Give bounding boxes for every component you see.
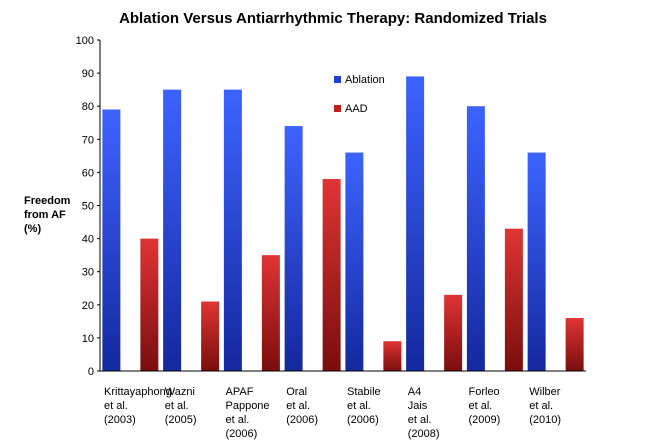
y-tick-label: 0	[88, 366, 94, 378]
bar-ablation	[163, 89, 182, 372]
y-tick-label: 40	[82, 234, 94, 246]
x-category-label: APAF	[226, 386, 254, 398]
y-tick-label: 20	[82, 300, 94, 312]
x-category-label: et al.	[469, 400, 493, 412]
y-tick-label: 10	[82, 333, 94, 345]
bar-aad	[322, 179, 341, 371]
bar-ablation	[284, 126, 303, 371]
y-axis-title: Freedom from AF (%)	[24, 195, 71, 235]
x-category-label: (2003)	[104, 414, 136, 426]
legend-label-ablation: Ablation	[345, 74, 385, 86]
y-tick-label: 60	[82, 167, 94, 179]
y-tick-label: 30	[82, 267, 94, 279]
bar-aad	[444, 294, 463, 371]
legend-label-aad: AAD	[345, 103, 368, 115]
x-category-label: (2005)	[165, 414, 197, 426]
x-category-label: (2006)	[347, 414, 379, 426]
y-axis-title-line: from AF	[24, 209, 66, 221]
x-category-label: et al.	[226, 414, 250, 426]
x-category-label: Wazni	[165, 386, 195, 398]
x-category-label: Pappone	[226, 400, 270, 412]
y-axis-title-line: (%)	[24, 223, 41, 235]
x-category-label: Jais	[408, 400, 428, 412]
legend: Ablation AAD	[320, 68, 398, 124]
y-tick-label: 50	[82, 201, 94, 213]
legend-background	[320, 68, 398, 124]
x-category-label: et al.	[104, 400, 128, 412]
y-tick-label: 100	[76, 35, 94, 47]
legend-swatch-aad	[334, 105, 341, 112]
bar-ablation	[466, 106, 485, 371]
x-category-label: et al.	[529, 400, 553, 412]
bar-aad	[140, 238, 159, 371]
x-category-label: Stabile	[347, 386, 381, 398]
x-category-label: (2008)	[408, 428, 440, 440]
y-tick-label: 70	[82, 134, 94, 146]
bar-aad	[201, 301, 220, 371]
y-tick-label: 80	[82, 101, 94, 113]
y-tick-label: 90	[82, 68, 94, 80]
x-category-label: et al.	[165, 400, 189, 412]
x-category-label: (2010)	[529, 414, 561, 426]
x-category-label: et al.	[408, 414, 432, 426]
legend-swatch-ablation	[334, 76, 341, 83]
x-category-label: et al.	[347, 400, 371, 412]
chart-title: Ablation Versus Antiarrhythmic Therapy: …	[119, 10, 547, 27]
x-category-label: (2009)	[469, 414, 501, 426]
bar-aad	[383, 341, 402, 371]
bar-ablation	[223, 89, 242, 372]
x-axis-labels: Krittayaphong et al. (2003) Wazni et al. (200…	[104, 386, 561, 440]
bar-aad	[261, 255, 280, 371]
x-category-label: et al.	[286, 400, 310, 412]
bars	[102, 76, 584, 372]
bar-aad	[504, 228, 523, 371]
y-axis-title-line: Freedom	[24, 195, 71, 207]
bar-ablation	[527, 152, 546, 371]
x-category-label: Oral	[286, 386, 307, 398]
x-category-label: Forleo	[469, 386, 500, 398]
x-category-label: (2006)	[286, 414, 318, 426]
bar-ablation	[345, 152, 364, 371]
bar-ablation	[102, 109, 121, 371]
y-axis-ticks: 0 10 20 30 40 50 60 70 80 90 100	[76, 35, 100, 378]
x-category-label: Krittayaphong	[104, 386, 172, 398]
x-category-label: (2006)	[226, 428, 258, 440]
bar-ablation	[406, 76, 425, 371]
bar-aad	[565, 318, 584, 371]
x-category-label: A4	[408, 386, 421, 398]
x-category-label: Wilber	[529, 386, 561, 398]
